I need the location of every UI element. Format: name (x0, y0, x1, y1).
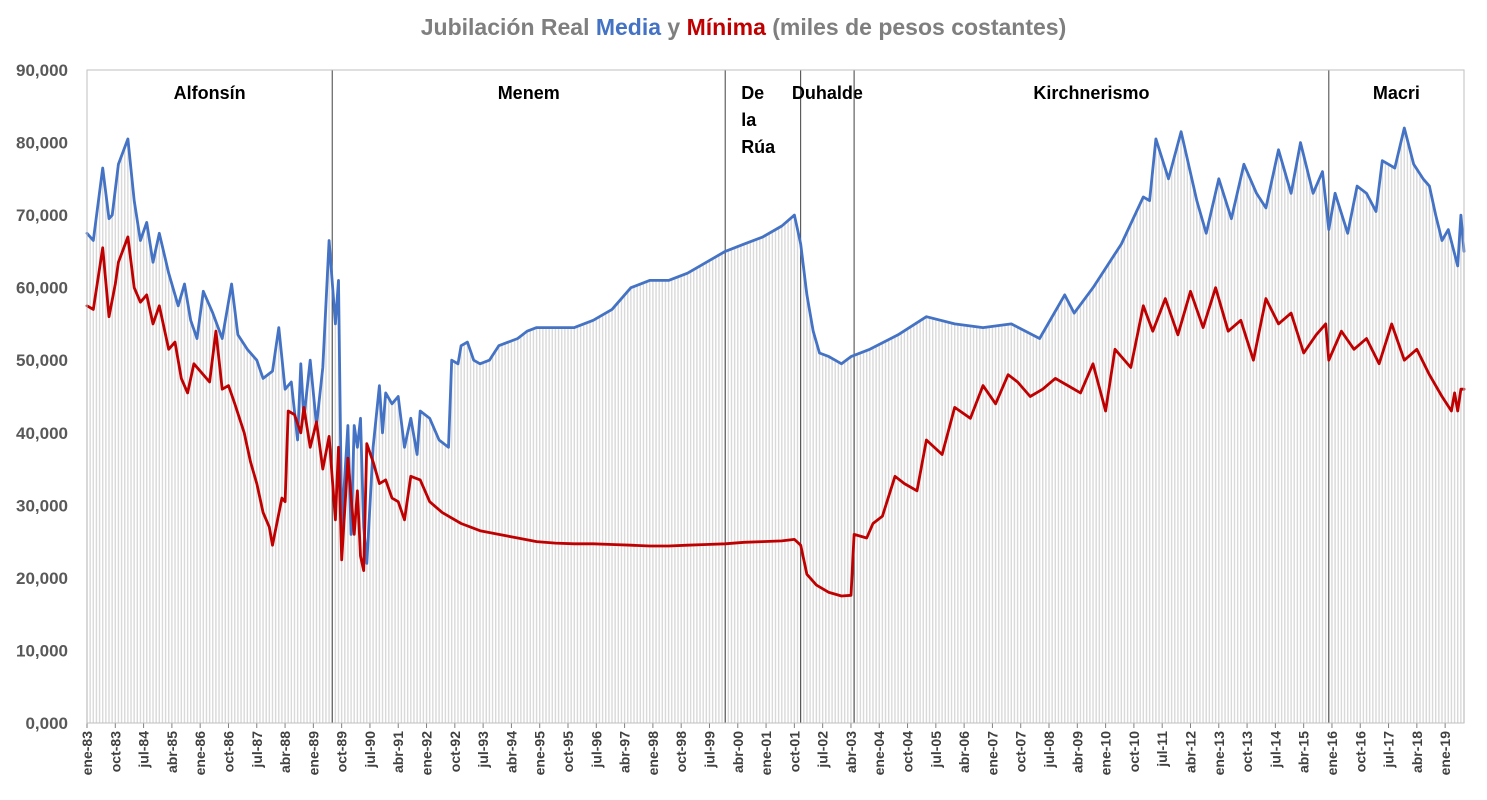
x-tick-label: abr-15 (1296, 731, 1312, 773)
x-tick-label: ene-16 (1324, 731, 1340, 776)
x-tick-label: oct-89 (334, 731, 350, 772)
x-tick-label: ene-19 (1437, 731, 1453, 776)
x-tick-label: jul-08 (1041, 731, 1057, 769)
x-tick-label: jul-87 (249, 731, 265, 769)
x-tick-label: abr-03 (843, 731, 859, 773)
x-tick-label: oct-83 (107, 731, 123, 772)
y-axis: 0,000 10,000 20,000 30,000 40,000 50,000 60,00… (16, 61, 68, 733)
x-tick-label: oct-04 (900, 731, 916, 772)
y-tick-label: 40,000 (16, 424, 68, 443)
x-tick-label: ene-92 (419, 731, 435, 776)
x-tick-label: jul-05 (928, 731, 944, 769)
y-tick-label: 90,000 (16, 61, 68, 80)
x-tick-label: jul-99 (701, 731, 717, 769)
period-label: Rúa (741, 137, 776, 157)
x-tick-label: ene-89 (305, 731, 321, 776)
x-tick-label: jul-14 (1267, 731, 1283, 769)
chart-title: Jubilación Real Media y Mínima (miles de… (0, 14, 1487, 41)
period-dividers: Alfonsín Menem De la Rúa Duhalde Kirchnerismo M… (174, 70, 1420, 723)
y-tick-label: 10,000 (16, 641, 68, 660)
x-tick-label: jul-96 (588, 731, 604, 769)
y-tick-label: 70,000 (16, 206, 68, 225)
y-tick-label: 50,000 (16, 351, 68, 370)
x-tick-label: ene-83 (79, 731, 95, 776)
title-middle: y (661, 14, 687, 40)
x-tick-label: ene-04 (871, 731, 887, 776)
x-tick-label: ene-95 (532, 731, 548, 776)
x-tick-label: jul-84 (136, 731, 152, 769)
x-tick-label: jul-11 (1154, 731, 1170, 768)
period-label: Menem (498, 83, 560, 103)
x-tick-label: oct-10 (1126, 731, 1142, 772)
series-line-media (85, 126, 1466, 565)
x-tick-label: ene-13 (1211, 731, 1227, 776)
x-tick-label: abr-85 (164, 731, 180, 773)
x-tick-label: abr-09 (1069, 731, 1085, 773)
x-tick-label: ene-10 (1098, 731, 1114, 776)
x-tick-label: abr-06 (956, 731, 972, 773)
title-media: Media (595, 14, 662, 40)
x-tick-label: ene-01 (758, 731, 774, 776)
x-tick-label: jul-90 (362, 731, 378, 769)
x-tick-label: ene-07 (984, 731, 1000, 776)
x-tick-label: abr-18 (1409, 731, 1425, 773)
period-label: De (741, 83, 764, 103)
period-label: Alfonsín (174, 83, 246, 103)
x-tick-label: oct-86 (220, 731, 236, 772)
period-label: Macri (1373, 83, 1420, 103)
title-suffix: (miles de pesos costantes) (765, 14, 1067, 40)
title-prefix: Jubilación Real (420, 14, 596, 40)
x-tick-label: oct-13 (1239, 731, 1255, 772)
period-label: la (741, 110, 757, 130)
x-tick-label: abr-88 (277, 731, 293, 773)
x-tick-label: jul-17 (1381, 731, 1397, 769)
x-tick-label: abr-97 (617, 731, 633, 773)
plot-frame (86, 69, 1465, 724)
period-label: Kirchnerismo (1033, 83, 1149, 103)
x-tick-label: oct-07 (1013, 731, 1029, 772)
x-tick-label: jul-02 (815, 731, 831, 769)
x-tick-label: oct-16 (1352, 731, 1368, 772)
monthly-bars (86, 128, 1465, 723)
x-tick-label: oct-95 (560, 731, 576, 772)
y-tick-label: 60,000 (16, 279, 68, 298)
title-minima: Mínima (686, 14, 766, 40)
y-tick-label: 20,000 (16, 569, 68, 588)
series-line-mnima (85, 235, 1466, 598)
series-lines (85, 126, 1466, 598)
x-tick-label: abr-91 (390, 731, 406, 773)
x-axis: ene-83 oct-83 jul-84 abr-85 ene-86 oct-86 jul-… (79, 723, 1453, 775)
x-tick-label: abr-12 (1182, 731, 1198, 773)
x-tick-label: oct-92 (447, 731, 463, 772)
period-label: Duhalde (792, 83, 863, 103)
x-tick-label: jul-93 (475, 731, 491, 769)
x-tick-label: ene-86 (192, 731, 208, 776)
x-tick-label: oct-98 (673, 731, 689, 772)
y-tick-label: 0,000 (25, 714, 68, 733)
x-tick-label: abr-00 (730, 731, 746, 773)
x-tick-label: abr-94 (503, 731, 519, 773)
x-tick-label: oct-01 (786, 731, 802, 772)
y-tick-label: 30,000 (16, 496, 68, 515)
y-tick-label: 80,000 (16, 134, 68, 153)
x-tick-label: ene-98 (645, 731, 661, 776)
